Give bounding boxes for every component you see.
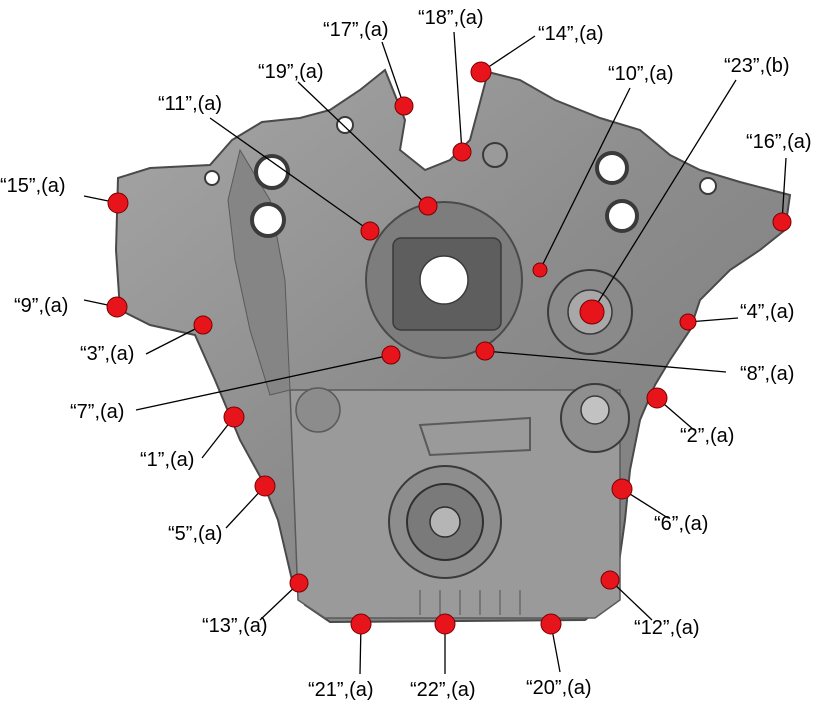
bolt-4 (679, 313, 697, 331)
bolt-19 (418, 196, 438, 216)
callout-label-11: “11”,(a) (158, 93, 222, 115)
bolt-21 (350, 613, 372, 635)
callout-label-18: “18”,(a) (418, 7, 484, 29)
oil-pump-bore (419, 255, 469, 305)
bolt-20 (540, 613, 562, 635)
callout-label-5: “5”,(a) (168, 523, 222, 545)
bolt-16 (772, 212, 792, 232)
callout-label-22: “22”,(a) (410, 679, 476, 701)
bolt-11 (360, 221, 380, 241)
leader-line-3 (145, 324, 204, 355)
leader-line-7 (135, 354, 392, 411)
bolt-3 (193, 315, 213, 335)
callout-label-14: “14”,(a) (538, 23, 604, 45)
leader-line-8 (484, 350, 727, 373)
leader-line-23 (591, 79, 737, 313)
bolt-14 (470, 61, 492, 83)
bore-small-a (204, 170, 220, 186)
bolt-10 (532, 262, 548, 278)
callout-label-13: “13”,(a) (202, 615, 268, 637)
lower-right-boss-hub (580, 395, 610, 425)
bolt-9 (106, 296, 128, 318)
leader-line-16 (781, 157, 787, 223)
leader-line-11 (209, 117, 371, 232)
callout-label-20: “20”,(a) (526, 677, 592, 699)
bore-small-d (482, 142, 508, 168)
bolt-17 (394, 96, 414, 116)
bore-small-b (336, 116, 354, 134)
leader-line-12 (609, 579, 653, 621)
bolt-8 (475, 341, 495, 361)
bolt-12 (600, 570, 620, 590)
leader-line-18 (453, 31, 463, 153)
callout-label-7: “7”,(a) (70, 401, 124, 423)
bolt-1 (223, 406, 245, 428)
left-lower-boss (295, 387, 341, 433)
callout-label-6: “6”,(a) (654, 513, 708, 535)
bolt-5 (254, 475, 276, 497)
leader-line-19 (297, 81, 429, 207)
bore-small-c (699, 177, 717, 195)
callout-label-17: “17”,(a) (323, 19, 389, 41)
timing-cover-housing (114, 68, 792, 624)
callout-labels: “17”,(a) “18”,(a) “14”,(a) “19”,(a) “10”,(a)… (0, 7, 812, 701)
bolt-7 (381, 345, 401, 365)
callout-label-1: “1”,(a) (140, 449, 194, 471)
bolt-15 (107, 192, 129, 214)
callout-label-2: “2”,(a) (680, 425, 734, 447)
leader-line-10 (539, 87, 631, 271)
callout-label-19: “19”,(a) (258, 61, 324, 83)
callout-label-9: “9”,(a) (14, 295, 68, 317)
callout-label-4: “4”,(a) (740, 301, 794, 323)
pan-channel (418, 416, 531, 457)
pan-ribs (419, 590, 521, 615)
leader-line-14 (480, 35, 536, 73)
callout-label-21: “21”,(a) (308, 679, 374, 701)
bolt-13 (289, 573, 309, 593)
callout-label-16: “16”,(a) (746, 131, 812, 153)
bolt-markers (106, 61, 792, 635)
bolt-22 (434, 613, 456, 635)
leader-line-17 (381, 41, 405, 107)
bolt-2 (646, 387, 668, 409)
crankshaft-seal-inner (429, 506, 461, 538)
bolt-23 (579, 299, 605, 325)
callout-label-15: “15”,(a) (0, 175, 66, 197)
cam-bore-right-upper (595, 151, 629, 185)
bolt-6 (611, 478, 633, 500)
callout-label-23: “23”,(b) (724, 55, 790, 77)
callout-label-8: “8”,(a) (740, 363, 794, 385)
callout-label-10: “10”,(a) (608, 63, 674, 85)
cam-bore-right-lower (605, 199, 639, 233)
callout-label-12: “12”,(a) (634, 617, 700, 639)
cam-bore-left-upper (254, 154, 290, 190)
cam-bore-left-lower (250, 202, 286, 238)
bolt-18 (452, 142, 472, 162)
callout-label-3: “3”,(a) (80, 343, 134, 365)
